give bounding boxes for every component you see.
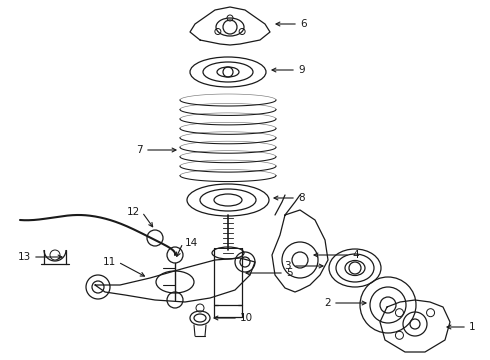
Text: 10: 10 [240,313,253,323]
Text: 7: 7 [136,145,143,155]
Text: 6: 6 [300,19,307,29]
Text: 11: 11 [103,257,116,267]
Text: 3: 3 [284,261,291,271]
Text: 1: 1 [469,322,476,332]
Text: 12: 12 [127,207,140,217]
Text: 8: 8 [298,193,305,203]
Text: 4: 4 [352,250,359,260]
Text: 13: 13 [18,252,31,262]
Text: 2: 2 [324,298,331,308]
Text: 9: 9 [298,65,305,75]
Text: 5: 5 [286,268,293,278]
Text: 14: 14 [185,238,198,248]
